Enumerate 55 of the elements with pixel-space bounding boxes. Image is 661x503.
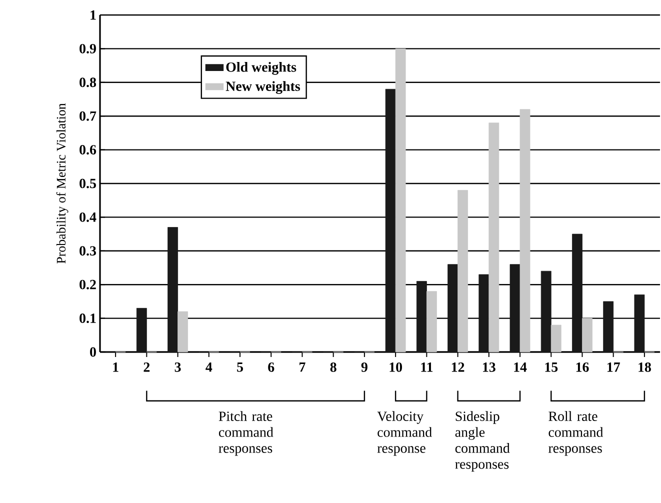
bar [426,291,437,352]
x-tick-label: 7 [300,362,306,372]
x-tick-label: 18 [638,362,651,372]
bar [395,48,406,352]
text: Roll rate command responses [548,411,604,456]
x-tick-label: 3 [174,362,181,372]
bar [634,294,645,352]
bar [168,227,178,352]
x-tick-label: 17 [607,362,620,372]
x-tick-label: 5 [237,362,243,372]
y-tick-label: 0.1 [80,314,96,324]
bar [540,270,552,352]
x-tick-label: 15 [545,362,558,372]
bar [520,109,530,352]
x-tick-label: 16 [576,362,589,372]
x-tick-label: 11 [421,362,433,372]
bar [458,190,468,352]
y-tick-label: 0.7 [80,111,96,121]
text: Pitch rate command responses [218,411,274,456]
legend-label: New weights [226,81,300,94]
x-tick-label: 13 [483,362,496,372]
x-tick-label: 8 [330,362,336,372]
x-tick-label: 6 [268,362,274,372]
text: Sideslip angle command responses [455,411,510,472]
x-tick-label: 10 [390,362,402,372]
legend-label: Old weights [226,62,296,75]
bar [488,122,500,352]
bar [582,318,592,352]
bar [603,301,614,352]
y-tick-label: 0.5 [80,178,96,188]
x-tick-label: 9 [361,362,368,372]
bar [448,264,458,352]
x-tick-label: 1 [113,362,118,372]
y-tick-label: 1 [90,10,96,20]
bar [178,311,188,352]
y-tick-label: 0.3 [80,246,96,256]
bar [385,88,396,352]
y-tick-label: 0.9 [80,44,96,54]
bar [510,264,520,352]
y-axis-title: Probability of Metric Violation [56,103,68,264]
text: Velocity command response [377,411,432,456]
y-tick-label: 0.8 [80,78,96,88]
x-tick-label: 4 [206,362,212,372]
bar [136,308,147,352]
y-tick-label: 0.6 [80,145,96,155]
x-tick-label: 14 [514,362,527,372]
bar [416,281,427,352]
bar [478,274,490,352]
y-tick-label: 0 [90,347,96,357]
x-tick-label: 2 [144,362,150,372]
bar [550,324,562,352]
y-tick-label: 0.4 [80,212,96,222]
y-tick-label: 0.2 [80,280,96,290]
x-tick-label: 12 [452,362,464,372]
bar [572,234,582,352]
